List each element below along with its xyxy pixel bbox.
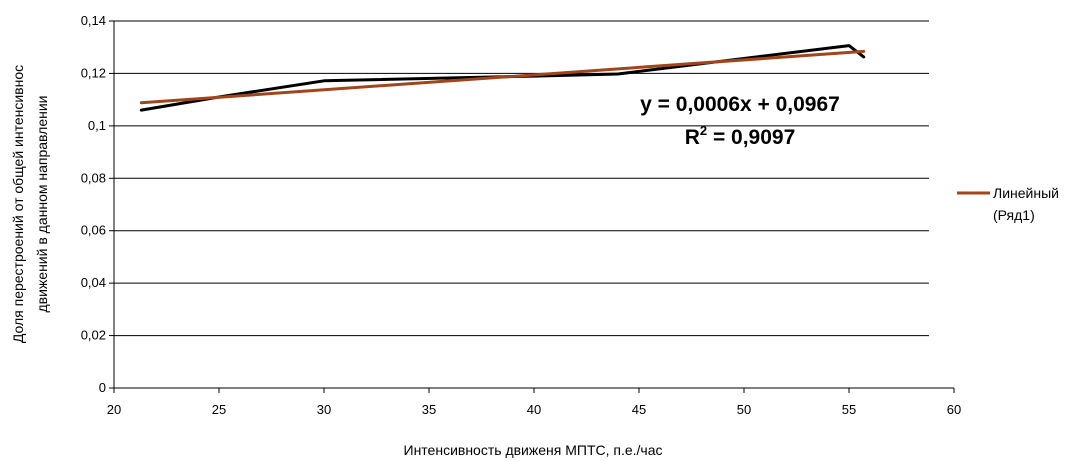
y-tick-label: 0,02 — [81, 328, 106, 343]
r-squared-superscript: 2 — [700, 123, 707, 138]
y-tick-label: 0,1 — [88, 118, 106, 133]
x-tick-label: 25 — [212, 402, 226, 417]
x-tick-label: 50 — [737, 402, 751, 417]
x-tick-label: 60 — [947, 402, 961, 417]
y-tick-label: 0,04 — [81, 275, 106, 290]
y-axis-title-line2: движений в данном направлении — [34, 96, 50, 313]
y-axis-title-line1: Доля перестроений от общей интенсивнос — [10, 65, 26, 343]
y-tick-label: 0,12 — [81, 65, 106, 80]
x-tick-label: 55 — [842, 402, 856, 417]
linear-trendline — [139, 49, 866, 105]
y-tick-label: 0,14 — [81, 13, 106, 28]
x-tick-label: 30 — [317, 402, 331, 417]
grid-lines — [114, 20, 929, 337]
x-tick-label: 20 — [107, 402, 121, 417]
legend-label-line1: Линейный — [993, 185, 1059, 201]
series-lines — [139, 44, 866, 112]
y-tick-label: 0,08 — [81, 170, 106, 185]
y-tick-label: 0 — [99, 380, 106, 395]
y-tick-label: 0,06 — [81, 223, 106, 238]
r-squared-label: R2 = 0,9097 — [685, 123, 796, 149]
y-tick-labels: 0 0,02 0,04 0,06 0,08 0,1 0,12 0,14 — [81, 13, 106, 395]
x-tick-label: 40 — [527, 402, 541, 417]
x-tick-labels: 20 25 30 35 40 45 50 55 60 — [107, 402, 961, 417]
r-squared-value: = 0,9097 — [707, 126, 795, 149]
axes — [109, 20, 955, 393]
x-tick-label: 35 — [422, 402, 436, 417]
legend-label-line2: (Ряд1) — [993, 207, 1035, 223]
x-tick-label: 45 — [632, 402, 646, 417]
trendline-equation: y = 0,0006x + 0,0967 — [640, 93, 840, 116]
legend: Линейный (Ряд1) — [957, 185, 1059, 223]
r-squared-prefix: R — [685, 126, 700, 149]
x-axis-title: Интенсивность движеня МПТС, п.е./час — [404, 442, 663, 458]
